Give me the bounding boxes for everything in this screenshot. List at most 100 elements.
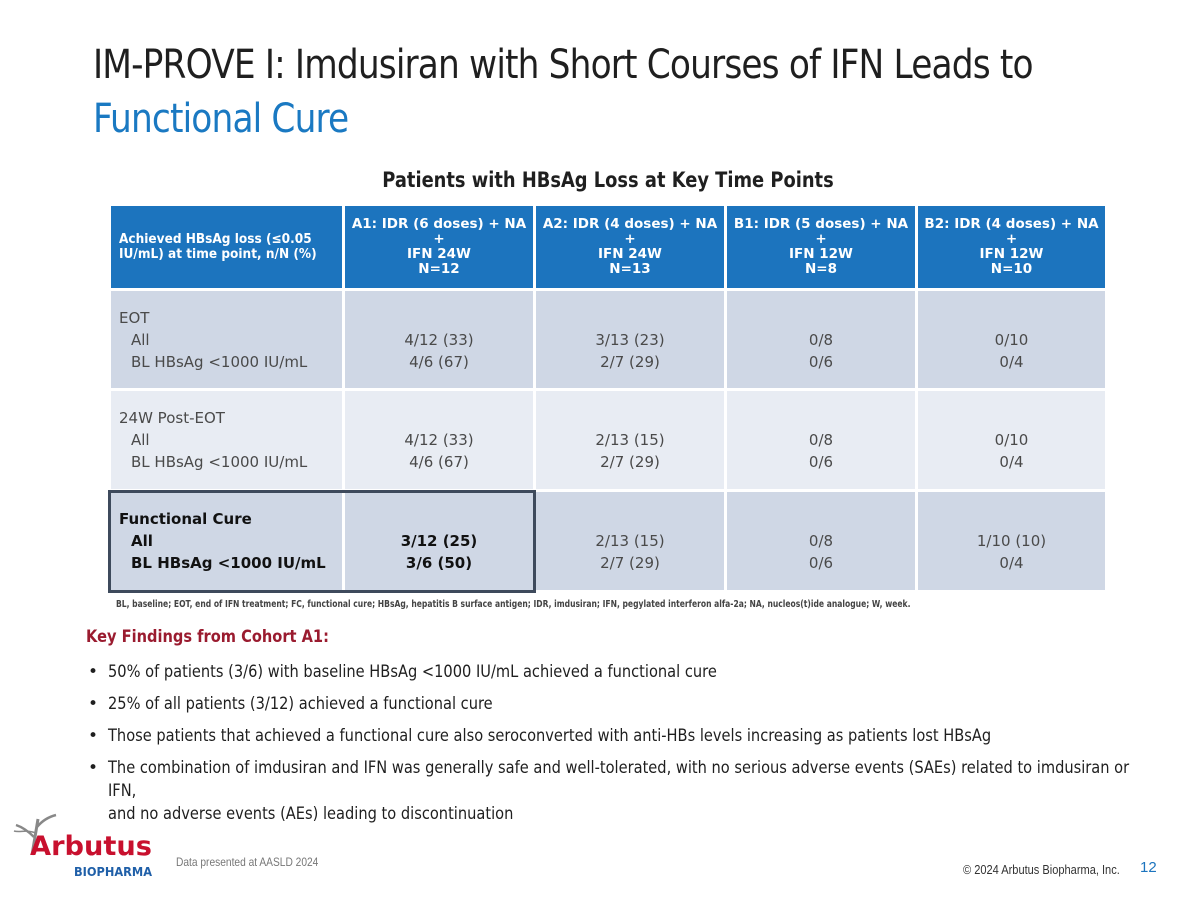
table-cell-b1: 0/8 0/6: [724, 489, 918, 593]
table-row-eot: EOT All BL HBsAg <1000 IU/mL 4/12 (33) 4…: [108, 288, 1108, 391]
header-b1-line-1: B1: IDR (5 doses) + NA +: [733, 216, 909, 247]
header-measure-line-1: Achieved HBsAg loss (≤0.05: [119, 231, 312, 247]
header-b1-line-2: IFN 12W: [789, 246, 853, 262]
row-sublabel-bl: BL HBsAg <1000 IU/mL: [131, 352, 308, 371]
title-line-2: Functional Cure: [93, 96, 349, 142]
list-item: • 25% of all patients (3/12) achieved a f…: [88, 693, 1188, 716]
table-cell-a1: 3/12 (25) 3/6 (50): [342, 489, 536, 593]
row-label: Functional Cure: [119, 510, 252, 528]
value-all: 1/10 (10): [976, 532, 1047, 550]
table-header-row: Achieved HBsAg loss (≤0.05 IU/mL) at tim…: [108, 203, 1108, 291]
finding-text: Those patients that achieved a functiona…: [108, 726, 992, 746]
header-cell-measure: Achieved HBsAg loss (≤0.05 IU/mL) at tim…: [108, 203, 345, 291]
bullet-icon: •: [88, 662, 99, 682]
finding-text: The combination of imdusiran and IFN was…: [108, 757, 1149, 826]
row-label-cell: EOT All BL HBsAg <1000 IU/mL: [108, 288, 345, 391]
table-cell-a2: 2/13 (15) 2/7 (29): [533, 489, 727, 593]
value-bl: 2/7 (29): [600, 554, 660, 572]
row-sublabel-bl: BL HBsAg <1000 IU/mL: [131, 453, 308, 471]
table-cell-b1: 0/8 0/6: [724, 388, 918, 492]
table-cell-b1: 0/8 0/6: [724, 288, 918, 391]
data-presented-note: Data presented at AASLD 2024: [176, 855, 319, 869]
table-cell-b2: 1/10 (10) 0/4: [915, 489, 1108, 593]
value-all: 0/10: [994, 431, 1029, 449]
logo-wordmark: Arbutus: [30, 831, 152, 862]
header-cell-a1: A1: IDR (6 doses) + NA + IFN 24W N=12: [342, 203, 536, 291]
header-cell-b2: B2: IDR (4 doses) + NA + IFN 12W N=10: [915, 203, 1108, 291]
page-number: 12: [1140, 859, 1157, 876]
value-all: 0/8: [808, 330, 834, 349]
row-label-cell: 24W Post-EOT All BL HBsAg <1000 IU/mL: [108, 388, 345, 492]
row-sublabel-bl: BL HBsAg <1000 IU/mL: [131, 554, 326, 572]
row-sublabel-all: All: [131, 532, 153, 550]
header-b2-line-2: IFN 12W: [979, 246, 1044, 262]
header-a2-line-2: IFN 24W: [598, 246, 662, 262]
key-findings-list: • 50% of patients (3/6) with baseline HBs…: [88, 661, 1188, 835]
row-label-cell: Functional Cure All BL HBsAg <1000 IU/mL: [108, 489, 345, 593]
bullet-icon: •: [88, 694, 99, 714]
list-item: • 50% of patients (3/6) with baseline HBs…: [88, 661, 1188, 684]
value-bl: 3/6 (50): [405, 554, 473, 572]
value-all: 3/12 (25): [400, 532, 478, 550]
key-findings-title: Key Findings from Cohort A1:: [86, 627, 329, 647]
table-cell-a2: 2/13 (15) 2/7 (29): [533, 388, 727, 492]
value-bl: 0/4: [999, 352, 1024, 371]
table-cell-b2: 0/10 0/4: [915, 388, 1108, 492]
value-all: 2/13 (15): [595, 532, 665, 550]
results-table: Achieved HBsAg loss (≤0.05 IU/mL) at tim…: [108, 203, 1108, 593]
value-all: 2/13 (15): [595, 431, 665, 449]
table-cell-a2: 3/13 (23) 2/7 (29): [533, 288, 727, 391]
copyright-text: © 2024 Arbutus Biopharma, Inc.: [963, 862, 1120, 877]
finding-text: 50% of patients (3/6) with baseline HBsA…: [108, 662, 717, 682]
header-measure-line-2: IU/mL) at time point, n/N (%): [119, 246, 317, 262]
logo-subtitle: BIOPHARMA: [74, 865, 153, 879]
value-bl: 2/7 (29): [600, 352, 660, 371]
finding-text-line-2: and no adverse events (AEs) leading to d…: [108, 804, 514, 824]
slide-title: IM-PROVE I: Imdusiran with Short Courses…: [93, 38, 1034, 146]
table-cell-b2: 0/10 0/4: [915, 288, 1108, 391]
header-a1-line-1: A1: IDR (6 doses) + NA +: [351, 216, 527, 247]
header-b2-line-3: N=10: [990, 261, 1033, 277]
bullet-icon: •: [88, 758, 99, 778]
value-bl: 4/6 (67): [409, 352, 469, 371]
header-b2-line-1: B2: IDR (4 doses) + NA +: [924, 216, 1099, 247]
header-cell-b1: B1: IDR (5 doses) + NA + IFN 12W N=8: [724, 203, 918, 291]
table-footnote: BL, baseline; EOT, end of IFN treatment;…: [116, 599, 911, 610]
logo-tree-icon: [13, 813, 57, 856]
header-a1-line-2: IFN 24W: [407, 246, 471, 262]
value-bl: 0/4: [999, 554, 1024, 572]
row-sublabel-all: All: [131, 431, 150, 449]
value-all: 3/13 (23): [595, 330, 665, 349]
header-a1-line-3: N=12: [418, 261, 460, 277]
bullet-icon: •: [88, 726, 99, 746]
table-cell-a1: 4/12 (33) 4/6 (67): [342, 388, 536, 492]
table-cell-a1: 4/12 (33) 4/6 (67): [342, 288, 536, 391]
finding-text: 25% of all patients (3/12) achieved a fu…: [108, 694, 493, 714]
value-bl: 0/6: [808, 453, 834, 471]
value-all: 4/12 (33): [404, 431, 474, 449]
list-item: • Those patients that achieved a function…: [88, 725, 1188, 748]
value-all: 0/8: [808, 532, 834, 550]
row-label: EOT: [119, 308, 150, 327]
value-all: 0/10: [994, 330, 1029, 349]
row-label: 24W Post-EOT: [119, 409, 225, 427]
value-bl: 4/6 (67): [409, 453, 469, 471]
finding-text-line-1: The combination of imdusiran and IFN was…: [108, 758, 1130, 801]
value-bl: 2/7 (29): [600, 453, 660, 471]
table-caption: Patients with HBsAg Loss at Key Time Poi…: [382, 168, 834, 192]
header-cell-a2: A2: IDR (4 doses) + NA + IFN 24W N=13: [533, 203, 727, 291]
header-a2-line-1: A2: IDR (4 doses) + NA +: [542, 216, 718, 247]
value-bl: 0/6: [808, 352, 834, 371]
title-line-1: IM-PROVE I: Imdusiran with Short Courses…: [93, 42, 1034, 88]
arbutus-logo: Arbutus BIOPHARMA: [13, 813, 153, 879]
list-item: • The combination of imdusiran and IFN wa…: [88, 757, 1188, 826]
value-bl: 0/6: [808, 554, 834, 572]
value-all: 4/12 (33): [404, 330, 474, 349]
table-row-functional-cure: Functional Cure All BL HBsAg <1000 IU/mL…: [108, 489, 1108, 593]
header-a2-line-3: N=13: [609, 261, 651, 277]
header-b1-line-3: N=8: [804, 261, 837, 277]
value-bl: 0/4: [999, 453, 1024, 471]
row-sublabel-all: All: [131, 330, 150, 349]
value-all: 0/8: [808, 431, 834, 449]
table-row-24w-post-eot: 24W Post-EOT All BL HBsAg <1000 IU/mL 4/…: [108, 388, 1108, 492]
